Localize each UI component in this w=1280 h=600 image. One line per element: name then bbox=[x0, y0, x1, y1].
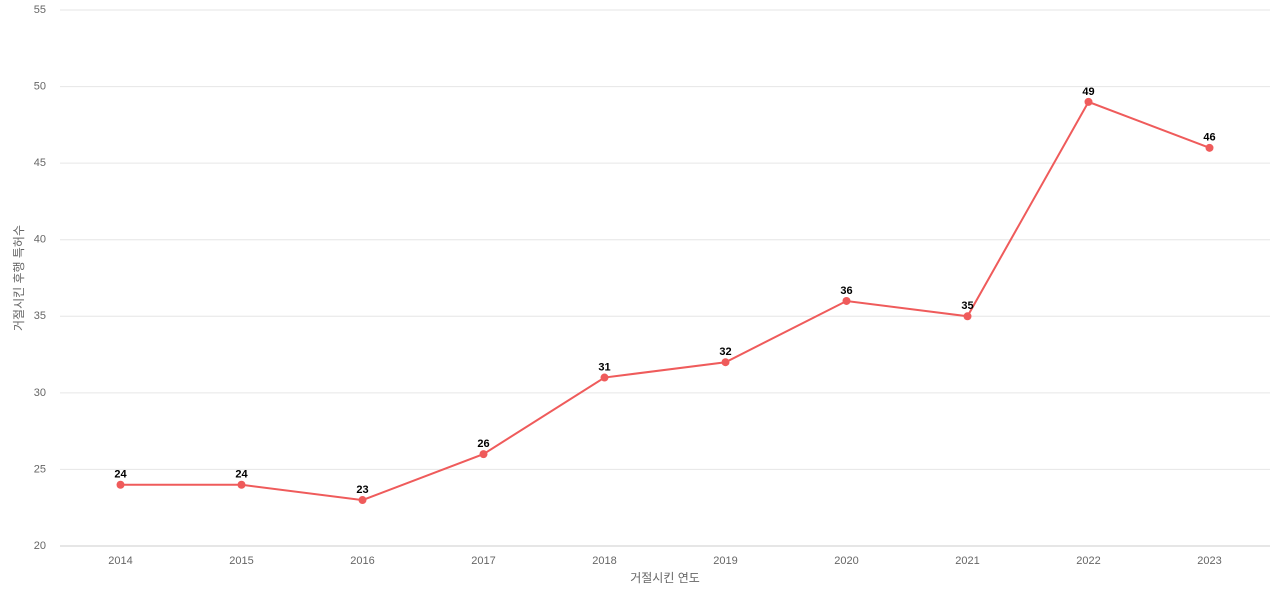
data-label: 46 bbox=[1203, 132, 1215, 144]
x-axis-title: 거절시킨 연도 bbox=[630, 571, 700, 585]
y-tick-label: 25 bbox=[34, 463, 46, 475]
data-label: 32 bbox=[719, 346, 731, 358]
data-label: 26 bbox=[477, 438, 489, 450]
data-label: 49 bbox=[1082, 86, 1094, 98]
point bbox=[116, 480, 125, 489]
point bbox=[358, 496, 367, 505]
data-label: 31 bbox=[598, 361, 610, 373]
y-tick-label: 55 bbox=[34, 4, 46, 16]
x-tick-label: 2017 bbox=[471, 555, 495, 567]
y-tick-label: 35 bbox=[34, 310, 46, 322]
data-label: 23 bbox=[356, 484, 368, 496]
data-label: 35 bbox=[961, 300, 973, 312]
point bbox=[237, 480, 246, 489]
x-tick-label: 2020 bbox=[834, 555, 858, 567]
y-tick-label: 45 bbox=[34, 157, 46, 169]
y-tick-label: 40 bbox=[34, 234, 46, 246]
point bbox=[600, 373, 609, 382]
x-tick-label: 2018 bbox=[592, 555, 616, 567]
x-tick-label: 2023 bbox=[1197, 555, 1221, 567]
data-label: 24 bbox=[114, 469, 127, 481]
point bbox=[1084, 97, 1093, 106]
x-tick-label: 2015 bbox=[229, 555, 253, 567]
point bbox=[963, 312, 972, 321]
x-tick-label: 2014 bbox=[108, 555, 132, 567]
point bbox=[479, 450, 488, 459]
y-tick-label: 30 bbox=[34, 387, 46, 399]
x-tick-label: 2022 bbox=[1076, 555, 1100, 567]
x-tick-label: 2021 bbox=[955, 555, 979, 567]
x-tick-label: 2016 bbox=[350, 555, 374, 567]
y-tick-label: 20 bbox=[34, 540, 46, 552]
point bbox=[1205, 143, 1214, 152]
data-label: 24 bbox=[235, 469, 248, 481]
point bbox=[721, 358, 730, 367]
y-axis-title: 거절시킨 후행 특허수 bbox=[11, 225, 26, 331]
line bbox=[120, 100, 1210, 502]
data-label: 36 bbox=[840, 285, 852, 297]
x-tick-label: 2019 bbox=[713, 555, 737, 567]
point bbox=[842, 296, 851, 305]
y-tick-label: 50 bbox=[34, 80, 46, 92]
